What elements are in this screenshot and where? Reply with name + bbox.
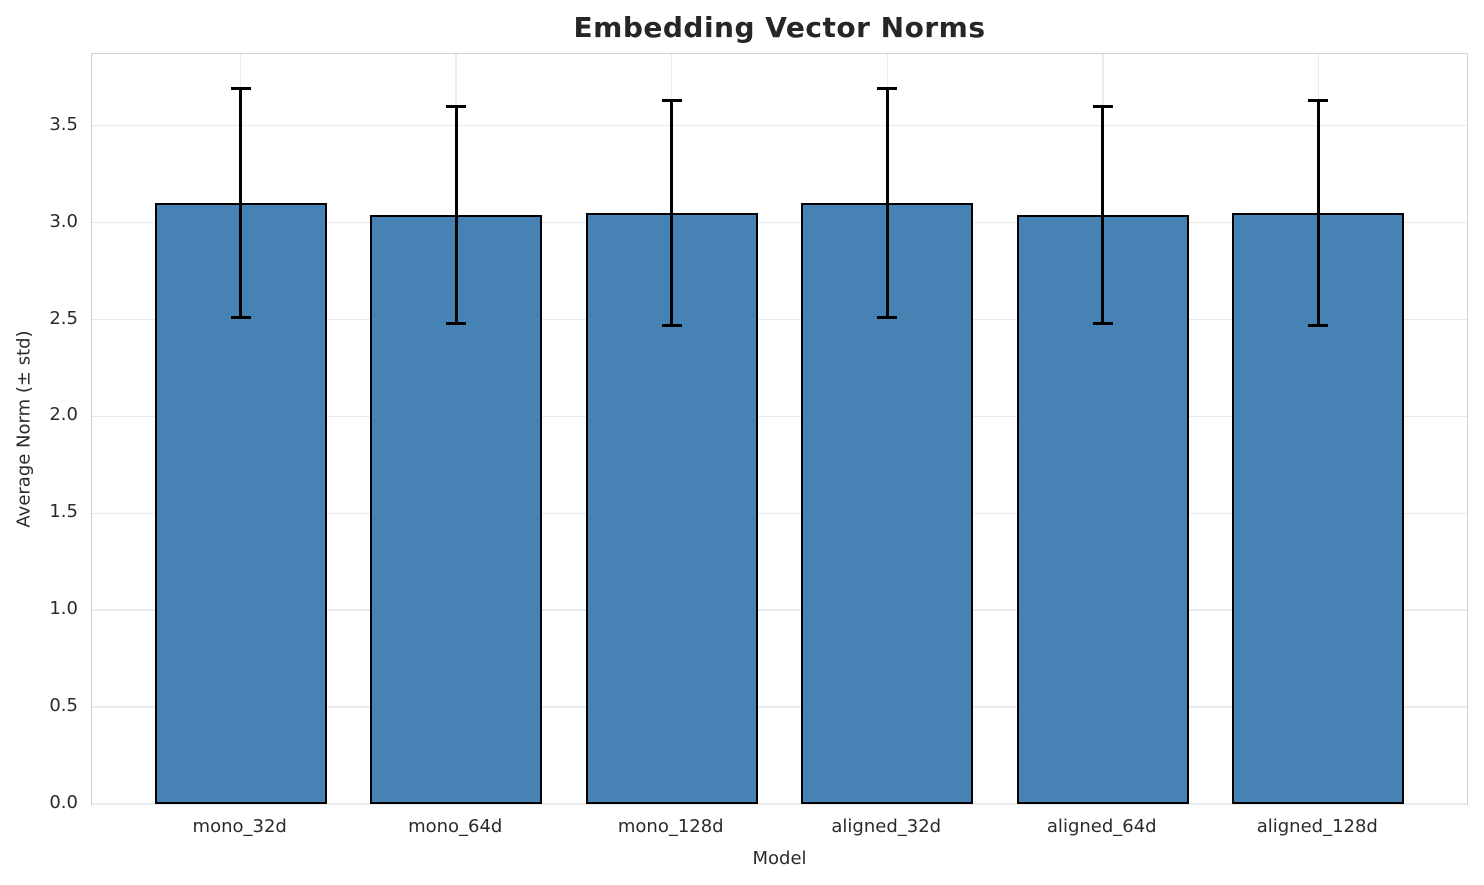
h-gridline: [92, 124, 1467, 127]
h-gridline: [92, 609, 1467, 611]
x-tick-label: mono_32d: [192, 816, 287, 837]
y-tick-label: 1.0: [49, 598, 78, 620]
x-axis-label: Model: [752, 848, 807, 869]
y-tick-label: 2.5: [49, 307, 78, 329]
error-cap-top: [230, 87, 251, 91]
error-bar-mono_32d: [239, 88, 243, 318]
error-cap-bottom: [1092, 321, 1113, 325]
h-gridline: [92, 803, 1467, 805]
x-tick-label: aligned_32d: [831, 816, 942, 837]
x-tick-label: mono_128d: [617, 816, 724, 837]
h-gridline: [92, 415, 1467, 418]
h-gridline: [92, 318, 1467, 321]
error-cap-top: [877, 87, 898, 91]
y-axis-label: Average Norm (± std): [13, 330, 35, 528]
y-tick-label: 0.5: [49, 695, 78, 717]
error-bar-aligned_32d: [885, 88, 889, 318]
y-tick-label: 0.0: [49, 792, 78, 813]
y-tick-label: 3.5: [49, 113, 78, 135]
x-tick-label: mono_64d: [408, 816, 503, 837]
error-cap-top: [1308, 99, 1329, 102]
y-tick-label: 2.0: [49, 404, 78, 426]
x-tick-label: aligned_64d: [1046, 816, 1157, 837]
plot-area: [91, 53, 1468, 805]
chart-title: Embedding Vector Norms: [573, 11, 986, 44]
error-bar-aligned_128d: [1316, 100, 1320, 326]
error-cap-bottom: [230, 316, 251, 320]
h-gridline: [92, 512, 1467, 515]
error-cap-top: [661, 99, 682, 102]
error-bar-aligned_64d: [1101, 106, 1105, 324]
h-gridline: [92, 221, 1467, 224]
bar-aligned_32d: [801, 203, 974, 804]
error-cap-bottom: [446, 321, 467, 325]
bar-mono_128d: [585, 212, 758, 804]
error-bar-mono_128d: [670, 100, 674, 326]
error-cap-top: [1092, 104, 1113, 108]
y-tick-label: 3.0: [49, 210, 78, 232]
y-tick-label: 1.5: [49, 501, 78, 523]
error-bar-mono_64d: [454, 106, 458, 324]
error-cap-bottom: [877, 316, 898, 320]
error-cap-bottom: [661, 323, 682, 327]
x-tick-label: aligned_128d: [1256, 816, 1378, 837]
h-gridline: [92, 706, 1467, 708]
error-cap-bottom: [1308, 323, 1329, 327]
error-cap-top: [446, 104, 467, 108]
